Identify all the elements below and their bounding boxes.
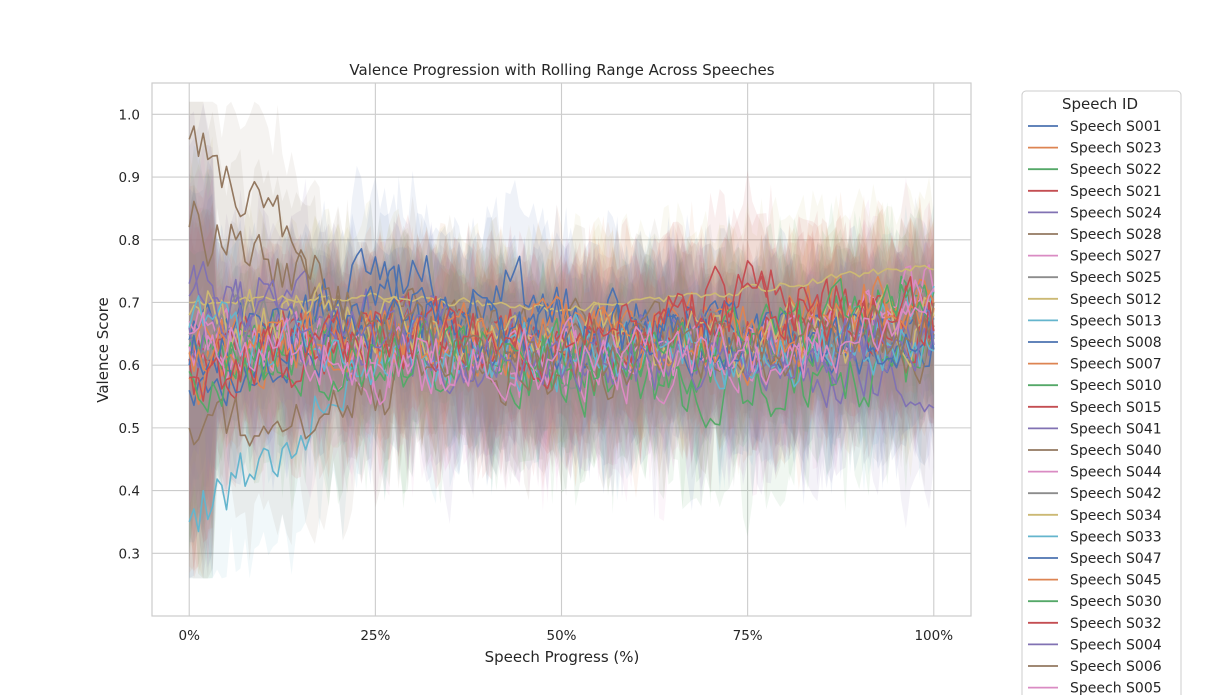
- legend-label: Speech S032: [1070, 616, 1162, 632]
- legend-label: Speech S044: [1070, 465, 1162, 481]
- legend-entry: Speech S027: [1028, 249, 1162, 265]
- legend-entry: Speech S030: [1028, 594, 1162, 610]
- y-ticks: 0.3 0.4 0.5 0.6 0.7 0.8 0.9 1.0: [119, 107, 140, 562]
- legend-label: Speech S025: [1070, 270, 1162, 286]
- legend-entry: Speech S034: [1028, 508, 1162, 524]
- legend-entry: Speech S010: [1028, 378, 1162, 394]
- legend-entry: Speech S028: [1028, 227, 1162, 243]
- x-tick-label: 100%: [914, 628, 953, 644]
- legend-entry: Speech S012: [1028, 292, 1162, 308]
- legend-entry: Speech S024: [1028, 205, 1162, 221]
- y-tick-label: 1.0: [119, 107, 140, 123]
- x-tick-label: 75%: [733, 628, 763, 644]
- plot-frame: [151, 82, 972, 617]
- legend-label: Speech S030: [1070, 594, 1162, 610]
- legend-entry: Speech S004: [1028, 637, 1162, 653]
- rolling-range-band: [189, 233, 934, 579]
- series-line: [188, 275, 935, 379]
- legend-label: Speech S023: [1070, 141, 1162, 157]
- legend-label: Speech S008: [1070, 335, 1162, 351]
- legend-label: Speech S005: [1070, 681, 1162, 695]
- y-tick-label: 0.3: [119, 546, 140, 562]
- series-line: [188, 125, 935, 386]
- legend-title: Speech ID: [1062, 95, 1138, 113]
- legend-entry: Speech S022: [1028, 162, 1162, 178]
- legend-label: Speech S012: [1070, 292, 1162, 308]
- legend: Speech ID Speech S001 Speech S023 Speech S…: [1021, 90, 1182, 695]
- legend-entry: Speech S023: [1028, 141, 1162, 157]
- x-axis-label: Speech Progress (%): [485, 648, 640, 666]
- legend-label: Speech S006: [1070, 659, 1162, 675]
- legend-entry: Speech S042: [1028, 486, 1162, 502]
- rolling-range-band: [189, 101, 934, 494]
- legend-label: Speech S041: [1070, 421, 1162, 437]
- series-lines: [188, 125, 935, 533]
- legend-entry: Speech S006: [1028, 659, 1162, 675]
- legend-label: Speech S042: [1070, 486, 1162, 502]
- legend-label: Speech S034: [1070, 508, 1162, 524]
- legend-entry: Speech S025: [1028, 270, 1162, 286]
- y-tick-label: 0.8: [119, 233, 140, 249]
- y-tick-label: 0.7: [119, 295, 140, 311]
- legend-entry: Speech S032: [1028, 616, 1162, 632]
- legend-entry: Speech S044: [1028, 465, 1162, 481]
- x-tick-label: 50%: [546, 628, 576, 644]
- series-line: [188, 261, 935, 395]
- rolling-range-band: [189, 195, 934, 579]
- y-tick-label: 0.9: [119, 170, 140, 186]
- legend-entry: Speech S013: [1028, 313, 1162, 329]
- legend-label: Speech S022: [1070, 162, 1162, 178]
- legend-entry: Speech S015: [1028, 400, 1162, 416]
- legend-entry: Speech S041: [1028, 421, 1162, 437]
- rolling-range-band: [189, 111, 934, 529]
- series-line: [188, 287, 935, 406]
- legend-label: Speech S015: [1070, 400, 1162, 416]
- y-tick-label: 0.4: [119, 484, 140, 500]
- legend-entry: Speech S001: [1028, 119, 1162, 135]
- legend-label: Speech S033: [1070, 529, 1162, 545]
- chart-title: Valence Progression with Rolling Range A…: [349, 61, 774, 79]
- legend-label: Speech S010: [1070, 378, 1162, 394]
- legend-box: [1021, 90, 1182, 695]
- legend-label: Speech S047: [1070, 551, 1162, 567]
- legend-entry: Speech S033: [1028, 529, 1162, 545]
- legend-label: Speech S007: [1070, 357, 1162, 373]
- y-tick-label: 0.5: [119, 421, 140, 437]
- legend-entry: Speech S047: [1028, 551, 1162, 567]
- legend-entry: Speech S040: [1028, 443, 1162, 459]
- legend-label: Speech S004: [1070, 637, 1162, 653]
- x-tick-label: 25%: [360, 628, 390, 644]
- legend-label: Speech S013: [1070, 313, 1162, 329]
- legend-entry: Speech S008: [1028, 335, 1162, 351]
- legend-label: Speech S027: [1070, 249, 1162, 265]
- legend-label: Speech S024: [1070, 205, 1162, 221]
- rolling-range-band: [189, 172, 934, 550]
- y-tick-label: 0.6: [119, 358, 140, 374]
- legend-label: Speech S040: [1070, 443, 1162, 459]
- legend-label: Speech S045: [1070, 573, 1162, 589]
- y-axis-label: Valence Score: [94, 297, 112, 402]
- legend-entry: Speech S045: [1028, 573, 1162, 589]
- x-tick-label: 0%: [179, 628, 201, 644]
- x-ticks: 0% 25% 50% 75% 100%: [179, 628, 954, 644]
- legend-label: Speech S001: [1070, 119, 1162, 135]
- legend-label: Speech S021: [1070, 184, 1162, 200]
- legend-entry: Speech S007: [1028, 357, 1162, 373]
- legend-label: Speech S028: [1070, 227, 1162, 243]
- rolling-range-band: [189, 148, 934, 573]
- legend-entry: Speech S005: [1028, 681, 1162, 695]
- legend-entry: Speech S021: [1028, 184, 1162, 200]
